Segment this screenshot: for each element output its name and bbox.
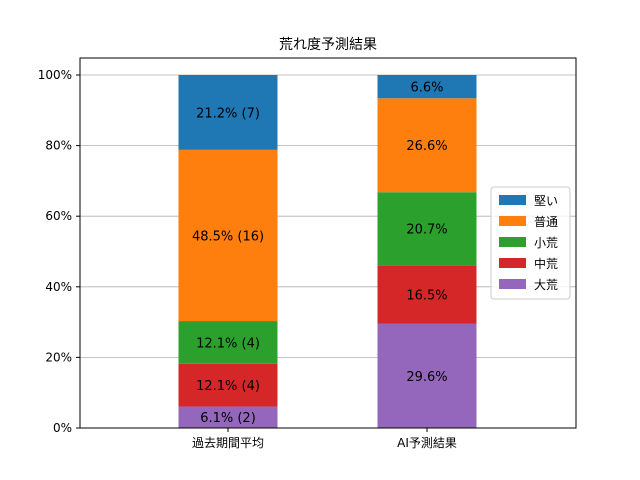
legend-swatch — [499, 258, 526, 268]
y-tick-label: 20% — [45, 350, 72, 364]
y-tick-label: 40% — [45, 280, 72, 294]
bar-segment — [178, 363, 278, 407]
bar-segment — [377, 323, 477, 428]
legend-label: 大荒 — [534, 278, 558, 292]
bar-data-label: 6.6% — [410, 81, 443, 96]
bar-data-label: 26.6% — [406, 139, 447, 154]
legend-label: 小荒 — [534, 236, 558, 250]
y-tick-label: 80% — [45, 139, 72, 153]
plot-area-frame — [79, 57, 577, 429]
y-tick-label: 60% — [45, 209, 72, 223]
bar-segment — [178, 149, 278, 322]
x-axis: 過去期間平均 AI予測結果 — [192, 428, 457, 450]
legend-label: 普通 — [534, 215, 558, 229]
bar-data-label: 16.5% — [406, 288, 447, 303]
legend-swatch — [499, 216, 526, 226]
bar-segment — [178, 75, 278, 150]
legend-swatch — [499, 195, 526, 205]
bars: 6.1% (2) 12.1% (4) 12.1% (4) 48.5% (16) 21.2… — [178, 75, 477, 428]
legend-swatch — [499, 237, 526, 247]
bar-segment — [178, 321, 278, 364]
bar-data-label: 12.1% (4) — [196, 379, 260, 394]
y-tick-label: 100% — [38, 68, 72, 82]
bar-data-label: 12.1% (4) — [196, 336, 260, 351]
bar-segment — [377, 265, 477, 324]
bar-data-label: 6.1% (2) — [200, 411, 256, 426]
bar-segment — [377, 192, 477, 266]
legend-label: 堅い — [534, 194, 558, 208]
x-tick-label: AI予測結果 — [397, 436, 457, 450]
legend-box — [490, 186, 571, 300]
bar-data-label: 48.5% (16) — [192, 229, 264, 244]
bar-segment — [377, 75, 477, 99]
bar-data-label: 29.6% — [406, 370, 447, 385]
legend-label: 中荒 — [534, 256, 558, 271]
y-axis: 0% 20% 40% 60% 80% 100% — [38, 68, 80, 435]
bar-segment — [178, 406, 278, 428]
bar-data-label: 20.7% — [406, 223, 447, 238]
chart-title: 荒れ度予測結果 — [279, 37, 377, 53]
legend-swatch — [499, 279, 526, 289]
bar-data-label: 21.2% (7) — [196, 106, 260, 121]
bar-segment — [377, 98, 477, 193]
x-tick-label: 過去期間平均 — [192, 436, 264, 450]
y-tick-label: 0% — [53, 421, 72, 435]
